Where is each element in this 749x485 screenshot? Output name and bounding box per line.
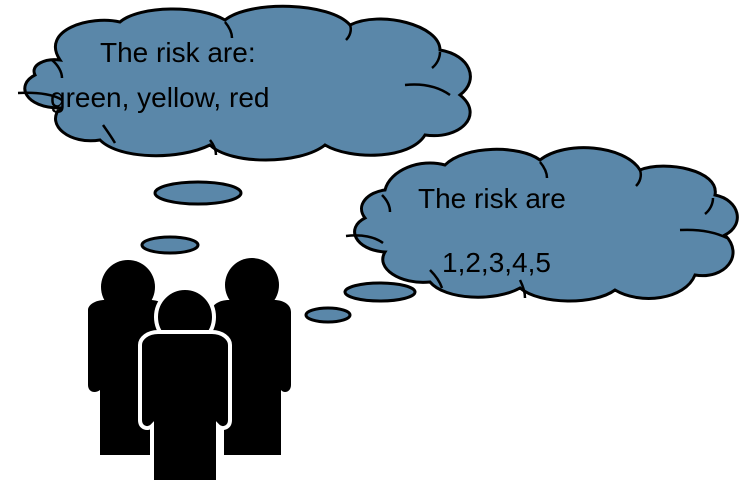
thought-bubble-right-small: [304, 306, 352, 324]
right-cloud-fold: [704, 197, 715, 215]
left-cloud-shape: [23, 4, 472, 162]
right-cloud-fold: [429, 269, 444, 289]
thought-bubble-right-large: [343, 281, 417, 303]
right-cloud-fold: [381, 194, 392, 213]
left-cloud-line1: The risk are:: [100, 37, 256, 68]
right-cloud-fold: [635, 169, 643, 187]
right-cloud-fold: [679, 228, 728, 240]
left-thought-cloud: The risk are: green, yellow, red: [17, 4, 472, 162]
right-thought-cloud: The risk are 1,2,3,4,5: [345, 146, 739, 303]
left-cloud-line2: green, yellow, red: [50, 82, 269, 113]
left-cloud-fold: [431, 51, 442, 69]
left-cloud-fold: [17, 91, 63, 102]
left-cloud-fold: [224, 21, 234, 39]
right-cloud-fold: [518, 279, 527, 299]
thought-bubble-large: [153, 180, 243, 206]
right-cloud-fold: [539, 161, 549, 179]
person-center: [138, 286, 232, 484]
left-cloud-fold: [404, 83, 451, 97]
left-cloud-fold: [345, 24, 353, 41]
right-cloud-shape: [353, 146, 739, 303]
right-cloud-line1: The risk are: [418, 183, 566, 214]
left-cloud-fold: [209, 139, 218, 156]
right-cloud-line2: 1,2,3,4,5: [442, 247, 551, 278]
left-cloud-fold: [51, 59, 64, 79]
right-cloud-fold: [345, 234, 384, 245]
thought-bubble-medium: [140, 235, 200, 255]
left-cloud-fold: [101, 124, 117, 144]
people-group: [88, 258, 291, 484]
